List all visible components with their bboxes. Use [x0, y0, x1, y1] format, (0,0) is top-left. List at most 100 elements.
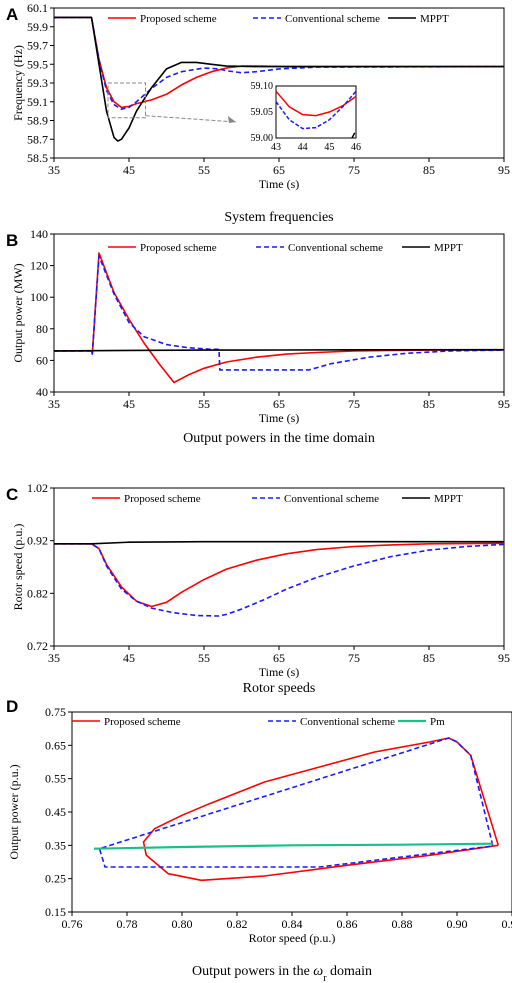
chart-title-part: ω — [313, 964, 323, 979]
x-tick-label: 0.92 — [502, 917, 512, 931]
chart-title-part: domain — [327, 964, 373, 979]
chart-title-part: r — [323, 973, 327, 983]
x-tick-label: 85 — [423, 397, 435, 411]
x-tick-label: 65 — [273, 651, 285, 665]
y-tick-label: 60.1 — [27, 1, 48, 15]
x-tick-label: 95 — [498, 397, 510, 411]
y-tick-label: 58.7 — [27, 132, 48, 146]
zoom-arrow-line — [145, 115, 237, 123]
inset-x-tick-label: 44 — [298, 142, 308, 153]
y-tick-label: 100 — [30, 290, 48, 304]
y-tick-label: 0.75 — [45, 705, 66, 719]
y-tick-label: 59.7 — [27, 39, 48, 53]
y-tick-label: 0.25 — [45, 872, 66, 886]
legend-label: Proposed scheme — [104, 716, 181, 728]
legend-label: MPPT — [420, 13, 449, 25]
x-tick-label: 35 — [48, 163, 60, 177]
x-axis-label: Rotor speed (p.u.) — [249, 931, 336, 945]
x-tick-label: 45 — [123, 651, 135, 665]
plot-frame — [53, 233, 505, 393]
chart-title: Rotor speeds — [243, 681, 316, 696]
inset-x-tick-label: 45 — [324, 142, 334, 153]
x-axis-label: Time (s) — [259, 665, 300, 679]
y-tick-label: 0.55 — [45, 772, 66, 786]
y-tick-label: 120 — [30, 259, 48, 273]
chart-title: Output powers in the ωr domain — [192, 964, 372, 983]
y-tick-label: 0.72 — [27, 639, 48, 653]
x-tick-label: 55 — [198, 651, 210, 665]
series-line-conventional-scheme — [98, 737, 494, 868]
x-tick-label: 75 — [348, 397, 360, 411]
panel-letter: A — [6, 5, 18, 24]
x-tick-label: 85 — [423, 163, 435, 177]
y-tick-label: 0.35 — [45, 838, 66, 852]
x-tick-label: 0.76 — [62, 917, 83, 931]
y-axis-label: Rotor speed (p.u.) — [11, 524, 25, 611]
legend-label: Proposed scheme — [140, 242, 217, 254]
panel-letter: C — [6, 485, 18, 504]
inset-x-tick-label: 43 — [271, 142, 281, 153]
legend-label: Conventional scheme — [284, 493, 379, 505]
x-tick-label: 95 — [498, 163, 510, 177]
x-tick-label: 0.78 — [117, 917, 138, 931]
chart-title: Output powers in the time domain — [183, 431, 375, 446]
y-tick-label: 58.5 — [27, 151, 48, 165]
y-tick-label: 40 — [36, 385, 48, 399]
inset-x-tick-label: 46 — [351, 142, 361, 153]
y-axis-label: Output power (p.u.) — [7, 764, 21, 859]
legend-label: Pm — [430, 716, 445, 728]
zoom-arrow-head — [228, 116, 236, 123]
legend-label: Proposed scheme — [140, 13, 217, 25]
x-axis-label: Time (s) — [259, 411, 300, 425]
x-tick-label: 75 — [348, 163, 360, 177]
x-tick-label: 65 — [273, 163, 285, 177]
inset-y-tick-label: 59.00 — [251, 133, 274, 144]
x-tick-label: 45 — [123, 397, 135, 411]
x-tick-label: 95 — [498, 651, 510, 665]
x-tick-label: 35 — [48, 651, 60, 665]
chart-panel-D: D 0.76 0.78 0.80 0.82 0.84 0.86 0.88 0.90 0.92 0.1… — [6, 697, 512, 945]
series-line-mppt — [54, 16, 504, 142]
inset-frame — [275, 85, 357, 139]
chart-title-part: Output powers in the — [192, 964, 313, 979]
series-line-mppt — [54, 540, 504, 545]
x-tick-label: 55 — [198, 163, 210, 177]
chart-panel-B: B 35 45 55 65 75 85 95 40 60 80 100 120 140 Time (s) Ou… — [6, 227, 510, 425]
x-tick-label: 55 — [198, 397, 210, 411]
x-axis-label: Time (s) — [259, 177, 300, 191]
series-line-proposed-scheme — [54, 542, 505, 608]
legend-label: MPPT — [434, 242, 463, 254]
y-tick-label: 0.65 — [45, 738, 66, 752]
series-line-proposed-scheme — [54, 252, 504, 384]
series-line-proposed-scheme — [142, 737, 500, 882]
y-tick-label: 59.1 — [27, 95, 48, 109]
y-tick-label: 80 — [36, 322, 48, 336]
series-line-conventional-scheme — [54, 543, 505, 617]
x-tick-label: 65 — [273, 397, 285, 411]
series-line-conventional-scheme — [54, 255, 505, 371]
chart-title: System frequencies — [224, 210, 333, 225]
y-tick-label: 0.45 — [45, 805, 66, 819]
y-tick-label: 0.15 — [45, 905, 66, 919]
x-tick-label: 0.82 — [227, 917, 248, 931]
legend-label: Proposed scheme — [124, 493, 201, 505]
y-tick-label: 0.82 — [27, 586, 48, 600]
series-line-conventional-scheme — [54, 16, 505, 110]
x-tick-label: 0.88 — [392, 917, 413, 931]
y-tick-label: 59.9 — [27, 20, 48, 34]
series-line-mppt — [53, 348, 505, 352]
y-axis-label: Frequency (Hz) — [11, 45, 25, 121]
series-line-pm — [93, 842, 493, 850]
x-tick-label: 0.84 — [282, 917, 303, 931]
inset-series-line — [275, 90, 357, 130]
y-tick-label: 58.9 — [27, 114, 48, 128]
x-tick-label: 0.80 — [172, 917, 193, 931]
plot-frame — [53, 487, 505, 647]
x-tick-label: 0.90 — [447, 917, 468, 931]
y-axis-label: Output power (MW) — [11, 263, 25, 362]
y-tick-label: 59.5 — [27, 57, 48, 71]
x-tick-label: 75 — [348, 651, 360, 665]
legend-label: MPPT — [434, 493, 463, 505]
x-tick-label: 85 — [423, 651, 435, 665]
